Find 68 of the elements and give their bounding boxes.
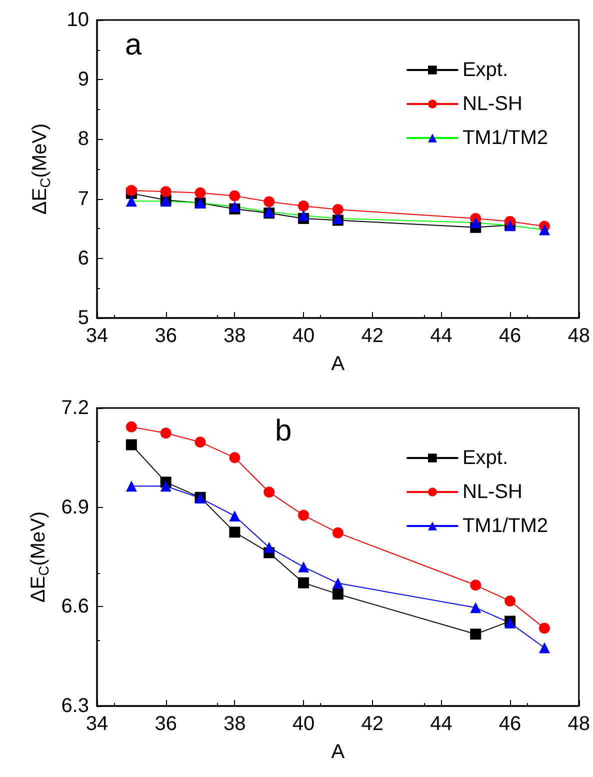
point (264, 542, 275, 553)
x-tick-label: 40 (292, 325, 315, 347)
x-axis-title: A (331, 353, 346, 375)
point (538, 642, 550, 654)
point (332, 204, 344, 216)
y-tick-label: 10 (66, 9, 89, 31)
y-tick-label: 6 (78, 247, 89, 270)
y-tick-label: 9 (78, 68, 89, 91)
point (160, 186, 172, 198)
x-tick-label: 42 (361, 713, 384, 735)
x-tick-label: 44 (430, 713, 452, 735)
point (126, 196, 137, 207)
point (229, 510, 240, 522)
legend-label: NL-SH (462, 93, 522, 115)
point (194, 436, 206, 448)
annotation: b (275, 414, 292, 448)
point (126, 421, 137, 432)
point (126, 480, 137, 492)
point (126, 184, 137, 196)
x-tick-label: 44 (430, 325, 452, 347)
point (160, 428, 172, 439)
legend-label: TM1/TM2 (462, 127, 548, 149)
y-axis-title: ΔEC(MeV) (27, 511, 52, 603)
point (470, 580, 482, 591)
point (470, 217, 482, 228)
legend-label: TM1/TM2 (462, 515, 548, 537)
point (538, 224, 550, 236)
legend-label: Expt. (462, 59, 508, 81)
x-tick-label: 38 (224, 325, 246, 347)
x-tick-label: 48 (568, 325, 590, 347)
point (229, 526, 240, 538)
y-axis-title: ΔEC(MeV) (29, 123, 53, 215)
point (538, 622, 550, 634)
annotation: a (125, 28, 142, 62)
point (332, 588, 344, 600)
point (470, 628, 482, 640)
point (332, 578, 344, 589)
x-tick-label: 48 (568, 713, 590, 735)
x-tick-label: 42 (361, 325, 384, 347)
x-tick-label: 40 (292, 713, 315, 735)
y-tick-label: 6.6 (61, 596, 89, 618)
x-tick-label: 36 (154, 713, 177, 735)
point (160, 480, 172, 492)
point (470, 602, 482, 614)
legend-label: NL-SH (462, 481, 522, 503)
y-tick-label: 6.9 (61, 496, 89, 518)
point (264, 196, 275, 208)
point (229, 190, 240, 202)
point (298, 210, 310, 221)
legend-label: Expt. (462, 447, 508, 469)
x-tick-label: 36 (154, 325, 177, 347)
x-tick-label: 46 (498, 325, 522, 347)
x-tick-label: 46 (498, 713, 522, 735)
point (229, 452, 240, 464)
x-tick-label: 38 (224, 713, 246, 735)
point (332, 527, 344, 538)
y-tick-label: 7 (78, 188, 89, 210)
point (298, 200, 310, 212)
point (298, 510, 310, 521)
x-axis-title: A (331, 741, 346, 763)
y-tick-label: 8 (78, 128, 89, 150)
point (194, 187, 206, 198)
point (504, 596, 516, 607)
point (126, 439, 137, 450)
y-tick-label: 7.2 (61, 397, 89, 419)
point (298, 561, 310, 572)
point (298, 577, 310, 588)
point (264, 486, 275, 498)
